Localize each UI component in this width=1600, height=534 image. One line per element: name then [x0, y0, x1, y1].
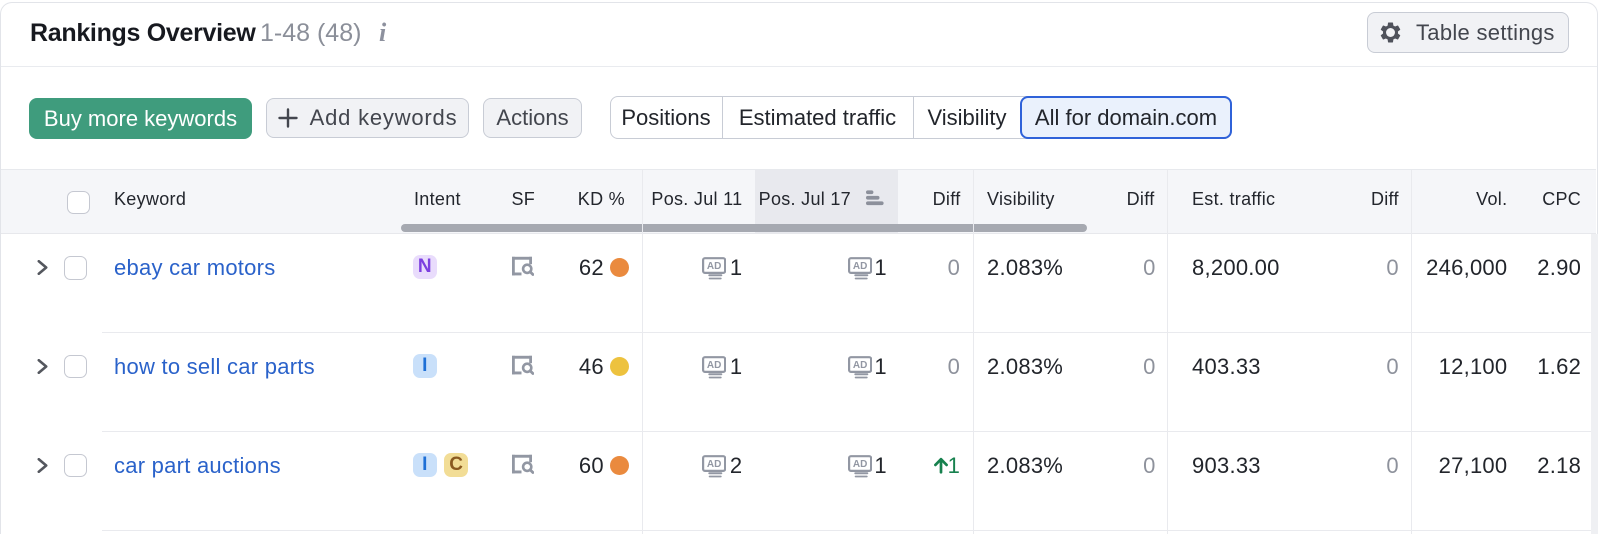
- svg-text:AD: AD: [852, 359, 866, 370]
- svg-text:AD: AD: [707, 359, 721, 370]
- svg-text:AD: AD: [852, 261, 866, 272]
- svg-text:AD: AD: [707, 261, 721, 272]
- svg-text:AD: AD: [852, 458, 866, 469]
- svg-text:AD: AD: [707, 458, 721, 469]
